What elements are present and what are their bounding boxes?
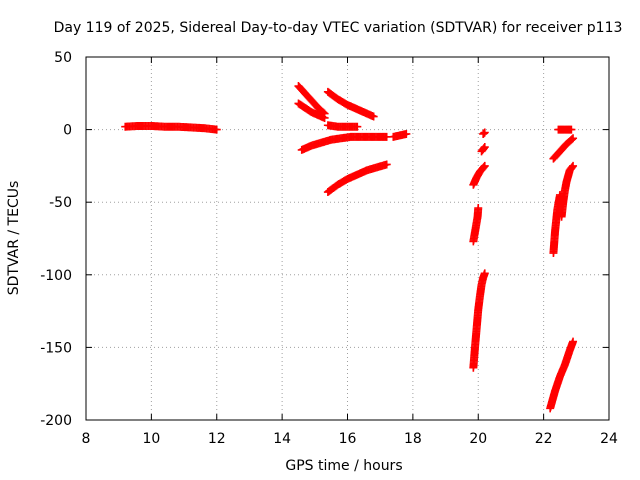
y-axis-label: SDTVAR / TECUs	[6, 181, 22, 296]
series-arc1	[121, 121, 221, 134]
data-point	[569, 337, 578, 346]
y-tick-label: 0	[63, 123, 72, 139]
series-arc5	[323, 121, 362, 131]
data-point	[382, 160, 391, 169]
series-arc15	[554, 125, 576, 134]
data-point	[353, 122, 362, 131]
data-point	[369, 112, 378, 121]
data-point	[402, 129, 411, 138]
data-point	[479, 144, 488, 153]
series-arc11	[479, 128, 489, 138]
series-arc12	[469, 204, 483, 246]
y-tick-label: 50	[54, 50, 72, 66]
data-point	[480, 161, 489, 170]
data-point	[212, 125, 221, 134]
x-axis-label: GPS time / hours	[285, 458, 402, 474]
series-arc6	[297, 132, 391, 154]
series-arc17	[549, 190, 564, 258]
x-tick-label: 20	[469, 431, 487, 447]
series-arc7	[389, 129, 411, 141]
y-tick-label: -100	[40, 268, 72, 284]
data-point	[320, 113, 329, 122]
data-point	[480, 128, 489, 137]
data-point	[479, 162, 488, 171]
data-point	[567, 125, 576, 134]
y-tick-label: -150	[40, 340, 72, 356]
data-point	[569, 161, 578, 170]
data-point	[567, 135, 576, 144]
y-tick-label: -50	[49, 195, 72, 211]
data-points	[121, 82, 578, 413]
series-arc3	[294, 99, 329, 122]
data-point	[480, 143, 489, 152]
grid	[86, 57, 609, 420]
x-tick-label: 12	[208, 431, 226, 447]
axis-ticks: 8 10 12 14 16 18 20 22 24 -200 -150 -100 -50 0 50	[40, 50, 618, 447]
series-arc4	[323, 87, 378, 121]
series-arc8	[323, 160, 391, 197]
data-point	[555, 190, 564, 199]
series-arc18	[546, 337, 578, 413]
x-tick-label: 10	[142, 431, 160, 447]
series-arc16	[557, 161, 578, 221]
x-tick-label: 22	[535, 431, 553, 447]
series-arc13	[469, 269, 489, 372]
data-point	[474, 204, 483, 213]
x-tick-label: 14	[273, 431, 291, 447]
series-arc10	[477, 143, 489, 156]
series-arc9	[469, 161, 489, 189]
data-point	[568, 162, 577, 171]
x-tick-label: 24	[600, 431, 618, 447]
data-point	[569, 134, 578, 143]
data-point	[480, 269, 489, 278]
x-tick-label: 16	[339, 431, 357, 447]
x-tick-label: 8	[82, 431, 91, 447]
chart-title: Day 119 of 2025, Sidereal Day-to-day VTE…	[54, 20, 623, 36]
x-tick-label: 18	[404, 431, 422, 447]
series-arc14	[549, 134, 578, 163]
y-tick-label: -200	[40, 413, 72, 429]
